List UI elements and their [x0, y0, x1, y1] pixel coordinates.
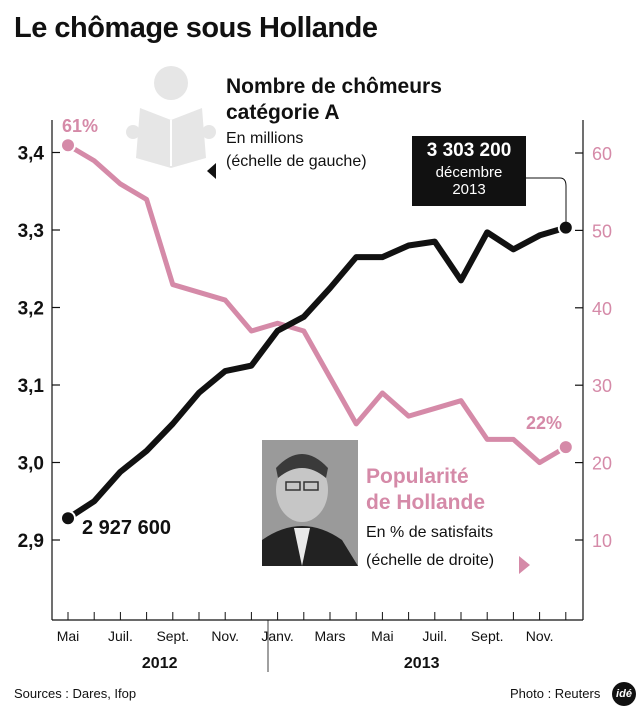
- right-tick-label: 20: [592, 454, 612, 474]
- left-tick-label: 3,2: [18, 299, 44, 320]
- left-tick-label: 3,0: [18, 454, 44, 475]
- x-tick-label: Janv.: [261, 628, 293, 644]
- left-tick-label: 3,3: [18, 221, 44, 242]
- reader-icon: [126, 66, 216, 168]
- year-label: 2013: [404, 655, 440, 672]
- page-title: Le chômage sous Hollande: [14, 12, 378, 44]
- right-tick-label: 60: [592, 144, 612, 164]
- year-label: 2012: [142, 655, 178, 672]
- x-tick-label: Mai: [57, 628, 80, 644]
- popularity-line: [65, 142, 569, 466]
- unemployment-start-point: [60, 510, 76, 527]
- x-tick-label: Nov.: [526, 628, 554, 644]
- right-tick-label: 30: [592, 376, 612, 396]
- unemployment-scale-note: (échelle de gauche): [226, 153, 367, 170]
- x-tick-label: Juil.: [422, 628, 447, 644]
- popularity-end-label: 22%: [526, 413, 563, 433]
- right-scale-arrow: [519, 556, 530, 574]
- end-value: 3 303 200: [426, 140, 512, 161]
- ide-logo-badge: idé: [612, 682, 636, 706]
- left-tick-label: 3,1: [18, 376, 45, 397]
- unemployment-line: [65, 224, 569, 522]
- left-scale-arrow: [207, 163, 216, 179]
- x-tick-label: Mars: [314, 628, 345, 644]
- photo-credit: Photo : Reuters: [510, 686, 601, 701]
- popularity-start-label: 61%: [62, 116, 99, 136]
- popularity-legend-title: Popularité de Hollande: [366, 465, 486, 514]
- hollande-portrait: [262, 440, 358, 566]
- right-tick-label: 50: [592, 221, 612, 241]
- callout-connector: [526, 177, 567, 222]
- popularity-start-point: [60, 137, 76, 154]
- unemployment-end-point: [557, 219, 574, 236]
- right-tick-label: 40: [592, 299, 612, 319]
- sources-footer: Sources : Dares, Ifop: [14, 686, 137, 701]
- x-tick-label: Juil.: [108, 628, 133, 644]
- start-value-label: 2 927 600: [82, 517, 171, 539]
- x-tick-label: Mai: [371, 628, 394, 644]
- unemployment-unit: En millions: [226, 130, 304, 147]
- right-tick-label: 10: [592, 531, 612, 551]
- popularity-scale-note: (échelle de droite): [366, 552, 495, 569]
- left-tick-label: 3,4: [18, 144, 45, 165]
- left-tick-label: 2,9: [18, 531, 44, 552]
- x-tick-label: Sept.: [156, 628, 189, 644]
- x-tick-label: Sept.: [471, 628, 504, 644]
- popularity-unit: En % de satisfaits: [366, 524, 494, 541]
- end-year: 2013: [452, 181, 486, 198]
- end-value-callout: 3 303 200 décembre 2013: [412, 136, 526, 206]
- unemployment-legend-title: Nombre de chômeurs catégorie A: [226, 75, 442, 124]
- end-month: décembre: [435, 164, 503, 181]
- popularity-end-point: [557, 439, 574, 456]
- x-tick-label: Nov.: [211, 628, 239, 644]
